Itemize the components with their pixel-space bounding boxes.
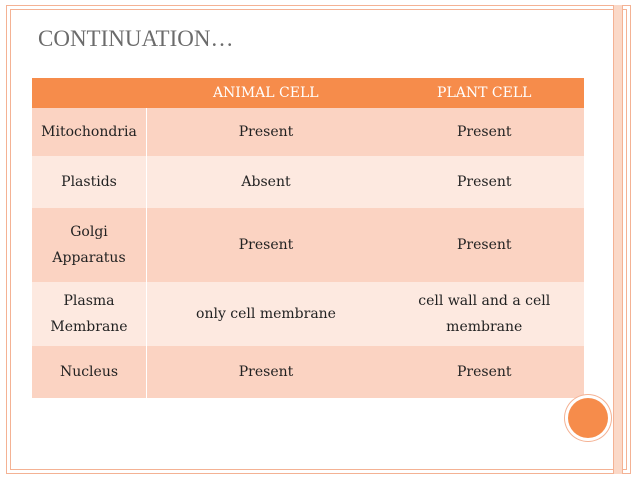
- table-row: Mitochondria Present Present: [32, 108, 584, 156]
- slide-title: CONTINUATION…: [38, 26, 234, 51]
- table-row: Nucleus Present Present: [32, 346, 584, 398]
- decorative-orange-circle: [568, 398, 608, 438]
- header-empty-cell: [32, 78, 147, 108]
- row-feature-label: Nucleus: [32, 346, 147, 398]
- row-feature-label: Golgi Apparatus: [32, 208, 147, 282]
- plant-cell-value: Present: [385, 346, 584, 398]
- animal-cell-value: Absent: [146, 156, 385, 208]
- animal-cell-value: Present: [146, 108, 385, 156]
- row-feature-label: Plasma Membrane: [32, 282, 147, 346]
- row-feature-label: Mitochondria: [32, 108, 147, 156]
- table-header-row: ANIMAL CELL PLANT CELL: [32, 78, 584, 108]
- slide-frame-side-bar: [613, 5, 623, 474]
- plant-cell-value: Present: [385, 156, 584, 208]
- header-animal-cell: ANIMAL CELL: [146, 78, 385, 108]
- table-row: Plastids Absent Present: [32, 156, 584, 208]
- animal-cell-value: Present: [146, 208, 385, 282]
- animal-cell-value: only cell membrane: [146, 282, 385, 346]
- table-row: Plasma Membrane only cell membrane cell …: [32, 282, 584, 346]
- header-plant-cell: PLANT CELL: [385, 78, 584, 108]
- plant-cell-value: Present: [385, 108, 584, 156]
- animal-cell-value: Present: [146, 346, 385, 398]
- comparison-table: ANIMAL CELL PLANT CELL Mitochondria Pres…: [32, 78, 584, 398]
- plant-cell-value: cell wall and a cell membrane: [385, 282, 584, 346]
- row-feature-label: Plastids: [32, 156, 147, 208]
- slide-frame-outer: [6, 5, 631, 474]
- plant-cell-value: Present: [385, 208, 584, 282]
- slide-frame-inner: [10, 9, 627, 470]
- table-row: Golgi Apparatus Present Present: [32, 208, 584, 282]
